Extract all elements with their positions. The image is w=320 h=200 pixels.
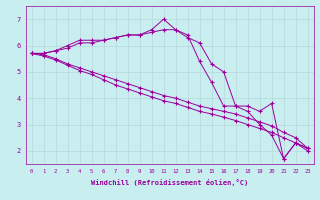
- X-axis label: Windchill (Refroidissement éolien,°C): Windchill (Refroidissement éolien,°C): [91, 179, 248, 186]
